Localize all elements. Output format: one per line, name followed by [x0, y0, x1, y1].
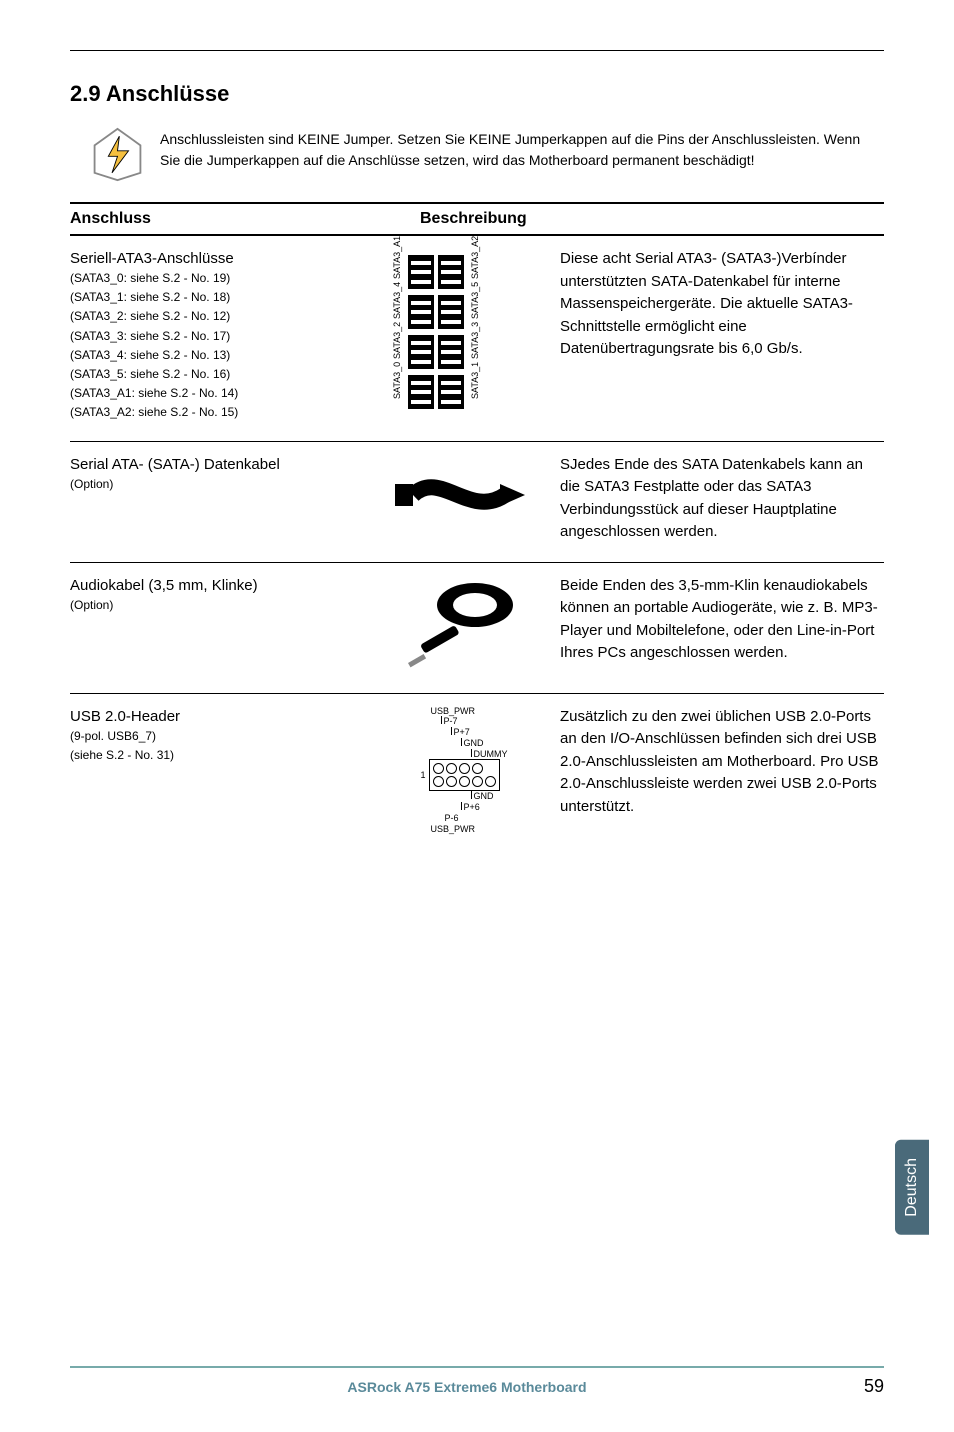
row-diagram: SATA3_A1 SATA3_A2 SATA3_4 SATA3_5 SATA3_… [360, 248, 560, 423]
page-number: 59 [864, 1376, 884, 1397]
row-desc: Zusätzlich zu den zwei üblichen USB 2.0-… [560, 706, 884, 835]
sata-port-icon [438, 255, 464, 289]
sata-label: SATA3_2 [392, 345, 402, 359]
th-beschreibung: Beschreibung [420, 210, 600, 228]
pin-header-icon [429, 759, 500, 791]
row-left: USB 2.0-Header (9-pol. USB6_7) (siehe S.… [70, 706, 360, 835]
conn-sub: (9-pol. USB6_7) [70, 727, 360, 746]
sata-port-icon [438, 295, 464, 329]
sata-port-icon [408, 255, 434, 289]
row-desc: SJedes Ende des SATA Datenkabels kann an… [560, 454, 884, 544]
sata-label: SATA3_5 [470, 305, 480, 319]
section-heading: Anschlüsse [106, 81, 230, 106]
row-usb-header: USB 2.0-Header (9-pol. USB6_7) (siehe S.… [70, 694, 884, 853]
conn-sub: (SATA3_0: siehe S.2 - No. 19) [70, 269, 360, 288]
section-title: 2.9 Anschlüsse [70, 81, 884, 107]
lightning-icon [90, 127, 145, 182]
sata-label: SATA3_A1 [392, 265, 402, 279]
conn-name: Seriell-ATA3-Anschlüsse [70, 248, 360, 269]
conn-name: Audiokabel (3,5 mm, Klinke) [70, 575, 360, 596]
conn-sub: (SATA3_5: siehe S.2 - No. 16) [70, 365, 360, 384]
row-sata-cable: Serial ATA- (SATA-) Datenkabel (Option) … [70, 442, 884, 563]
row-left: Audiokabel (3,5 mm, Klinke) (Option) [70, 575, 360, 675]
row-sata3: Seriell-ATA3-Anschlüsse (SATA3_0: siehe … [70, 236, 884, 442]
usb-label: 1 [420, 770, 425, 781]
sata-label: SATA3_3 [470, 345, 480, 359]
sata-port-icon [438, 375, 464, 409]
section-number: 2.9 [70, 81, 101, 106]
conn-sub: (SATA3_2: siehe S.2 - No. 12) [70, 307, 360, 326]
usb-header-diagram: USB_PWR P-7 P+7 GND DUMMY 1 [413, 706, 508, 835]
row-diagram: USB_PWR P-7 P+7 GND DUMMY 1 [360, 706, 560, 835]
usb-label: P-6 [445, 813, 459, 824]
usb-label: USB_PWR [431, 706, 508, 717]
conn-sub: (SATA3_1: siehe S.2 - No. 18) [70, 288, 360, 307]
sata-port-icon [408, 295, 434, 329]
table-header: Anschluss Beschreibung [70, 202, 884, 236]
footer: ASRock A75 Extreme6 Motherboard 59 [70, 1366, 884, 1397]
conn-name: USB 2.0-Header [70, 706, 360, 727]
row-diagram [360, 454, 560, 544]
language-tab: Deutsch [895, 1140, 929, 1235]
conn-sub: (SATA3_3: siehe S.2 - No. 17) [70, 327, 360, 346]
sata-label: SATA3_A2 [470, 265, 480, 279]
sata-label: SATA3_4 [392, 305, 402, 319]
usb-label: P-7 [444, 716, 458, 727]
usb-label: P+7 [454, 727, 470, 738]
conn-sub: (Option) [70, 475, 360, 494]
usb-label: P+6 [464, 802, 480, 813]
conn-sub: (Option) [70, 596, 360, 615]
sata-label: SATA3_0 [392, 385, 402, 399]
sata-port-icon [438, 335, 464, 369]
row-audio-cable: Audiokabel (3,5 mm, Klinke) (Option) Bei… [70, 563, 884, 694]
usb-label: DUMMY [474, 749, 508, 760]
row-desc: Diese acht Serial ATA3- (SATA3-)Verbínde… [560, 248, 884, 423]
sata-diagram: SATA3_A1 SATA3_A2 SATA3_4 SATA3_5 SATA3_… [390, 255, 530, 415]
conn-sub: (SATA3_A1: siehe S.2 - No. 14) [70, 384, 360, 403]
warning-text: Anschlussleisten sind KEINE Jumper. Setz… [160, 127, 884, 171]
usb-label: GND [474, 791, 494, 802]
usb-label: GND [464, 738, 484, 749]
sata-port-icon [408, 375, 434, 409]
conn-sub: (SATA3_A2: siehe S.2 - No. 15) [70, 403, 360, 422]
conn-name: Serial ATA- (SATA-) Datenkabel [70, 454, 360, 475]
warning-box: Anschlussleisten sind KEINE Jumper. Setz… [70, 127, 884, 182]
top-divider [70, 50, 884, 51]
usb-label: USB_PWR [431, 824, 508, 835]
footer-divider [70, 1366, 884, 1368]
th-anschluss: Anschluss [70, 210, 380, 228]
row-desc: Beide Enden des 3,5-mm-Klin kenaudiokabe… [560, 575, 884, 675]
conn-sub: (SATA3_4: siehe S.2 - No. 13) [70, 346, 360, 365]
sata-port-icon [408, 335, 434, 369]
row-left: Seriell-ATA3-Anschlüsse (SATA3_0: siehe … [70, 248, 360, 423]
row-left: Serial ATA- (SATA-) Datenkabel (Option) [70, 454, 360, 544]
sata-cable-icon [390, 459, 530, 539]
row-diagram [360, 575, 560, 675]
sata-label: SATA3_1 [470, 385, 480, 399]
audio-jack-icon [400, 575, 520, 675]
footer-product: ASRock A75 Extreme6 Motherboard [347, 1379, 586, 1395]
conn-sub: (siehe S.2 - No. 31) [70, 746, 360, 765]
